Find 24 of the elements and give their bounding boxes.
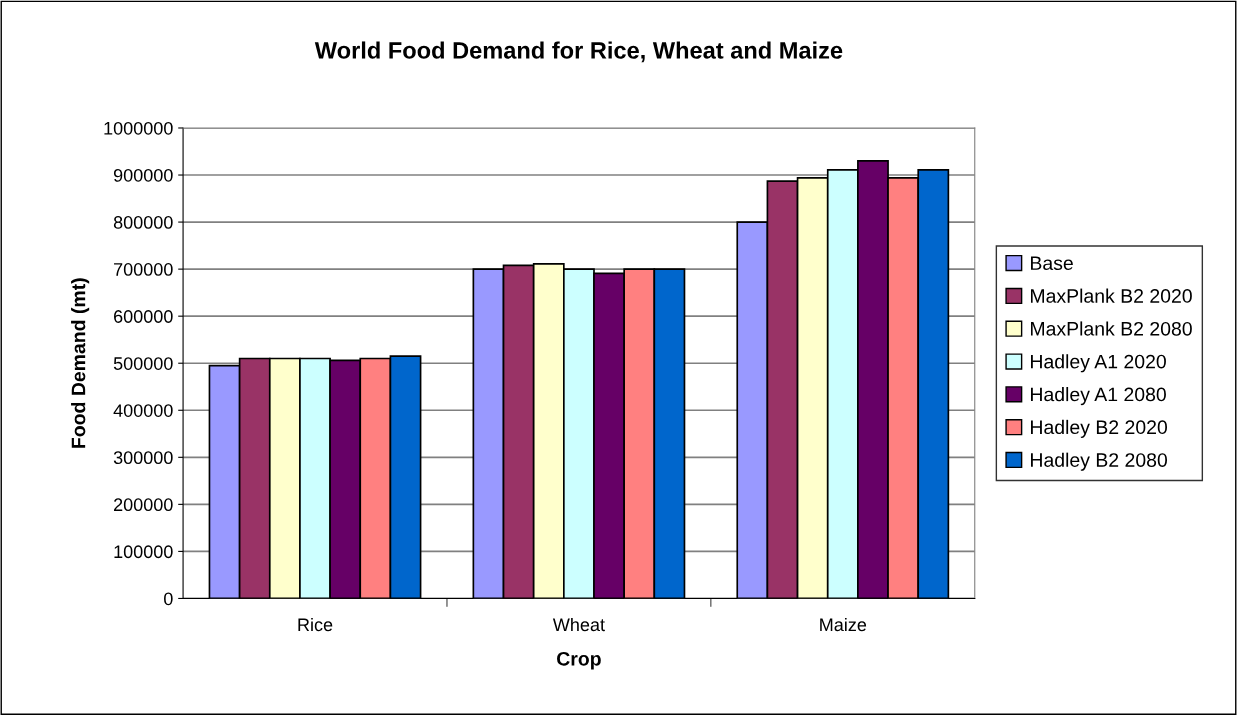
x-tick-label: Rice: [298, 617, 333, 632]
x-axis-title: Crop: [557, 651, 601, 670]
legend-label: Hadley B2 2080: [1031, 452, 1168, 471]
y-tick-label: 0: [164, 592, 173, 606]
legend-label: Hadley B2 2020: [1031, 419, 1168, 438]
legend-label: MaxPlank B2 2020: [1031, 288, 1192, 303]
x-tick-label: Maize: [820, 617, 867, 632]
y-tick-label: 300000: [113, 451, 173, 465]
y-tick-label: 500000: [113, 357, 173, 370]
y-axis-title: Food Demand (mt): [71, 278, 90, 448]
y-tick-label: 400000: [113, 404, 173, 417]
y-tick-label: 900000: [113, 168, 173, 182]
x-tick-label: Wheat: [552, 617, 605, 632]
y-tick-label: 100000: [114, 545, 173, 559]
legend-label: MaxPlank B2 2080: [1031, 321, 1192, 336]
y-tick-label: 700000: [114, 263, 173, 276]
legend-label: Hadley A1 2080: [1031, 387, 1166, 406]
y-tick-label: 1000000: [104, 121, 173, 135]
y-tick-label: 600000: [114, 310, 173, 323]
y-tick-label: 200000: [114, 498, 173, 512]
y-tick-label: 800000: [113, 216, 173, 229]
legend-label: Base: [1031, 256, 1073, 271]
chart-title: World Food Demand for Rice, Wheat and Maize: [314, 41, 843, 63]
legend-label: Hadley A1 2020: [1031, 354, 1166, 373]
